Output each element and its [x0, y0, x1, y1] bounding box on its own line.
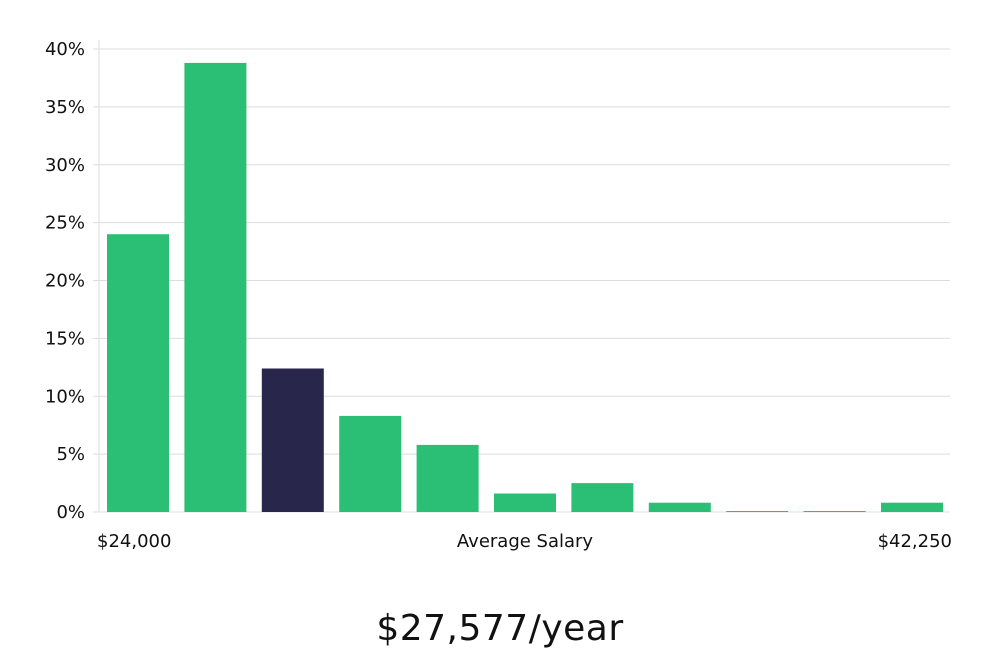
y-tick-label: 5% [56, 444, 85, 465]
bar [726, 511, 789, 512]
x-max-label: $42,250 [878, 531, 952, 552]
bar [494, 493, 556, 512]
bar [881, 502, 943, 512]
y-tick-label: 25% [45, 213, 85, 234]
y-tick-label: 40% [45, 39, 85, 60]
y-tick-label: 20% [45, 271, 85, 292]
bar [416, 444, 479, 512]
y-tick-label: 35% [45, 97, 85, 118]
x-axis-title: Average Salary [457, 531, 594, 552]
y-tick-label: 30% [45, 155, 85, 176]
bars [107, 62, 943, 513]
y-tick-label: 0% [56, 502, 85, 523]
y-tick-label: 15% [45, 328, 85, 349]
bar-highlighted [261, 368, 324, 512]
x-min-label: $24,000 [97, 531, 171, 552]
bar [184, 62, 247, 513]
bar [648, 502, 711, 512]
bar [803, 511, 866, 512]
bar [571, 483, 634, 512]
y-tick-label: 10% [45, 386, 85, 407]
y-tick-labels: 0% 5% 10% 15% 20% 25% 30% 35% 40% [45, 39, 99, 523]
bar [107, 234, 169, 512]
salary-histogram-chart: 0% 5% 10% 15% 20% 25% 30% 35% 40% $24,000 Averag… [45, 39, 952, 552]
average-salary-value: $27,577/year [376, 608, 624, 649]
bar [339, 415, 402, 512]
